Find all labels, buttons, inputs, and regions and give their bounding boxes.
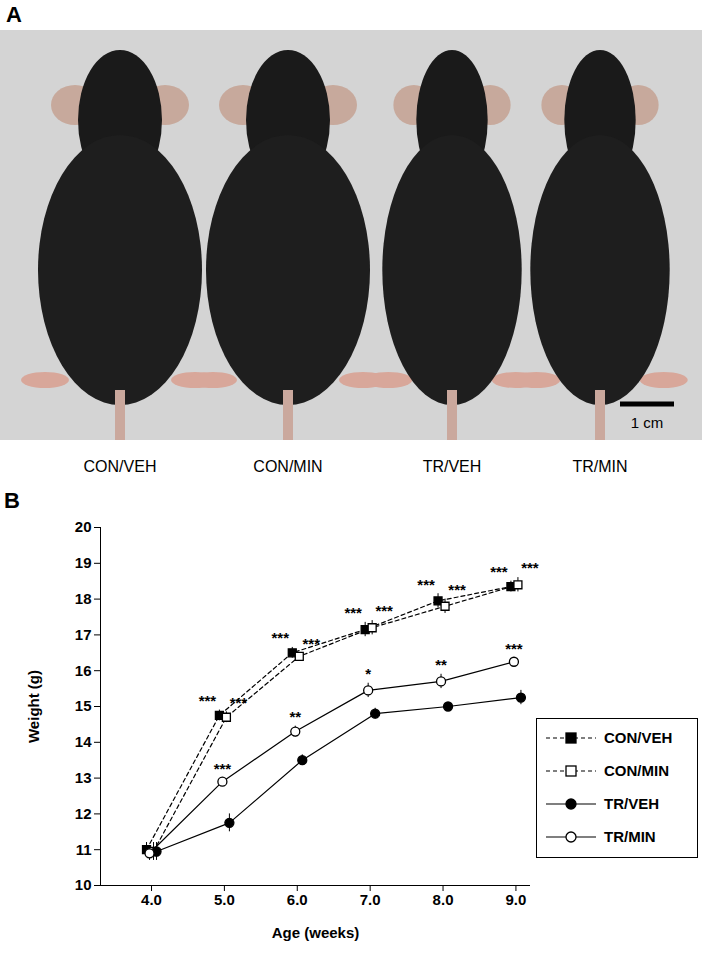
svg-text:Weight (g): Weight (g): [25, 670, 42, 743]
svg-text:7.0: 7.0: [360, 891, 381, 908]
svg-text:8.0: 8.0: [433, 891, 454, 908]
svg-text:19: 19: [75, 554, 92, 571]
svg-text:***: ***: [303, 635, 321, 652]
svg-text:TR/VEH: TR/VEH: [423, 458, 482, 475]
svg-text:**: **: [289, 708, 301, 725]
svg-text:10: 10: [75, 876, 92, 893]
svg-text:***: ***: [214, 760, 232, 777]
svg-text:CON/VEH: CON/VEH: [604, 729, 672, 746]
svg-text:TR/MIN: TR/MIN: [572, 458, 627, 475]
svg-text:1 cm: 1 cm: [631, 414, 664, 431]
svg-text:9.0: 9.0: [505, 891, 526, 908]
svg-text:***: ***: [344, 604, 362, 621]
svg-text:***: ***: [272, 629, 290, 646]
svg-text:**: **: [435, 656, 447, 673]
svg-text:13: 13: [75, 769, 92, 786]
svg-text:*: *: [365, 665, 371, 682]
svg-text:***: ***: [230, 694, 248, 711]
svg-text:CON/MIN: CON/MIN: [253, 458, 322, 475]
svg-text:TR/VEH: TR/VEH: [604, 795, 659, 812]
svg-text:14: 14: [75, 733, 92, 750]
svg-text:15: 15: [75, 697, 92, 714]
svg-text:Age (weeks): Age (weeks): [272, 924, 360, 941]
svg-text:11: 11: [76, 841, 92, 858]
svg-text:4.0: 4.0: [141, 891, 162, 908]
svg-text:5.0: 5.0: [214, 891, 235, 908]
svg-text:CON/VEH: CON/VEH: [84, 458, 157, 475]
svg-text:***: ***: [375, 602, 393, 619]
svg-text:20: 20: [75, 518, 92, 535]
svg-text:A: A: [6, 2, 22, 27]
svg-text:***: ***: [417, 576, 435, 593]
svg-text:***: ***: [505, 640, 523, 657]
svg-text:16: 16: [75, 662, 92, 679]
svg-text:***: ***: [448, 581, 466, 598]
svg-text:***: ***: [490, 563, 508, 580]
svg-text:12: 12: [75, 805, 92, 822]
svg-text:CON/MIN: CON/MIN: [604, 762, 669, 779]
svg-text:***: ***: [199, 692, 217, 709]
svg-text:***: ***: [521, 559, 539, 576]
svg-text:18: 18: [75, 590, 92, 607]
svg-text:17: 17: [75, 626, 92, 643]
svg-text:6.0: 6.0: [287, 891, 308, 908]
svg-text:TR/MIN: TR/MIN: [604, 828, 656, 845]
html-text:B: B: [4, 488, 20, 513]
